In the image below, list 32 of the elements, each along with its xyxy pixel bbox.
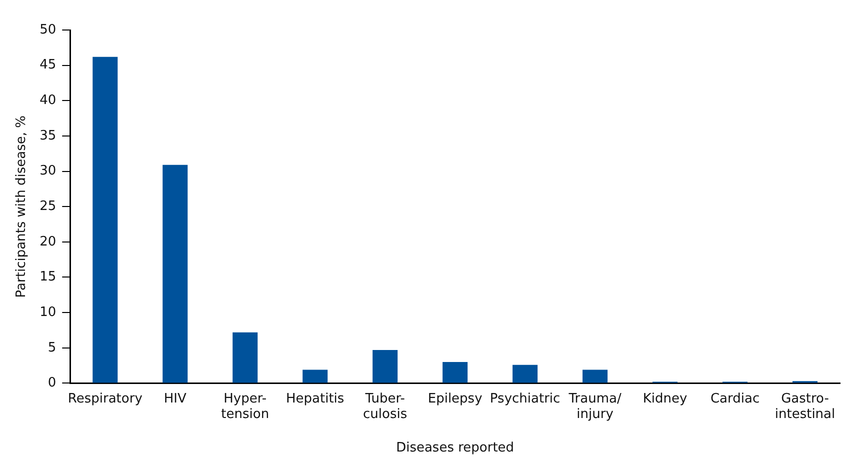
y-tick-label: 20 — [40, 234, 56, 250]
x-tick-label: Kidney — [642, 391, 688, 406]
y-tick-label: 45 — [40, 58, 56, 73]
y-tick-label: 15 — [40, 270, 56, 285]
x-tick-label: Cardiac — [710, 391, 760, 406]
bar — [92, 56, 118, 383]
y-tick-label: 25 — [40, 198, 56, 214]
y-tick-label: 40 — [40, 93, 56, 108]
x-tick-label: Hyper- tension — [221, 391, 270, 422]
y-tick-label: 50 — [40, 22, 56, 38]
bar — [372, 350, 398, 383]
x-tick-label: Hepatitis — [286, 391, 344, 406]
y-tick-label: 35 — [40, 128, 56, 144]
x-tick-label: Trauma/ injury — [568, 391, 622, 422]
bar — [582, 370, 608, 383]
bar — [442, 362, 468, 383]
x-tick-label: Gastro- intestinal — [774, 391, 836, 422]
x-tick-label: Respiratory — [68, 391, 143, 406]
bar — [512, 364, 538, 383]
bar — [302, 370, 328, 383]
y-tick-label: 30 — [40, 164, 56, 179]
x-tick-label: HIV — [164, 391, 186, 406]
x-axis-title: Diseases reported — [396, 440, 514, 456]
x-tick-label: Psychiatric — [490, 391, 560, 406]
y-tick-label: 5 — [48, 340, 56, 356]
y-tick-label: 0 — [48, 376, 56, 391]
y-tick-label: 10 — [40, 304, 56, 320]
y-axis-title: Participants with disease, % — [14, 116, 30, 298]
bar — [232, 332, 258, 383]
x-tick-label: Epilepsy — [428, 391, 483, 406]
bar — [162, 164, 188, 383]
x-tick-label: Tuber- culosis — [363, 391, 408, 422]
